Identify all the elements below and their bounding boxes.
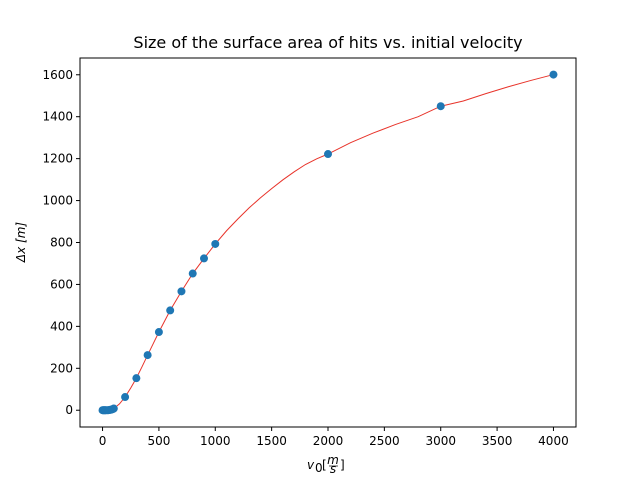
- y-tick-label: 1600: [42, 68, 73, 82]
- y-axis-label: Δx [m]: [14, 222, 28, 263]
- y-tick-label: 1200: [42, 152, 73, 166]
- data-point: [121, 393, 130, 402]
- y-tick-label: 0: [65, 403, 73, 417]
- x-tick-label: 500: [147, 434, 170, 448]
- x-axis-ticks: 0 500 1000 1500 2000 2500 3000 3500 4000: [99, 427, 569, 448]
- x-tick-label: 2000: [313, 434, 344, 448]
- y-tick-label: 1400: [42, 110, 73, 124]
- data-point: [188, 269, 197, 278]
- data-point: [436, 102, 445, 111]
- data-point: [143, 351, 152, 360]
- x-axis-label-subscript: 0: [315, 461, 323, 475]
- x-tick-label: 1000: [200, 434, 231, 448]
- data-point: [200, 254, 208, 263]
- x-axis-label-symbol: v: [307, 458, 315, 472]
- data-point: [109, 404, 118, 413]
- x-axis-label-unit-denominator: s: [330, 462, 336, 476]
- data-point: [324, 150, 332, 159]
- y-tick-label: 200: [50, 361, 73, 375]
- y-tick-label: 800: [50, 236, 73, 250]
- x-tick-label: 3000: [425, 434, 456, 448]
- x-tick-label: 3500: [482, 434, 513, 448]
- data-point: [177, 287, 186, 296]
- x-axis-label-close-bracket: ]: [340, 458, 345, 472]
- x-axis-label-open-bracket: [: [322, 458, 327, 472]
- axes-frame: [79, 57, 577, 428]
- y-axis-ticks: 0 200 400 600 800 1000 1200 1400 1600: [42, 68, 80, 417]
- y-tick-label: 400: [50, 319, 73, 333]
- data-point: [211, 239, 220, 248]
- x-axis-label: v 0 [ m s ]: [307, 453, 345, 476]
- y-tick-label: 1000: [42, 194, 73, 208]
- chart-title: Size of the surface area of hits vs. ini…: [133, 33, 522, 52]
- data-points-group: [98, 70, 558, 415]
- x-tick-label: 4000: [538, 434, 569, 448]
- x-axis-label-unit-numerator: m: [327, 453, 339, 467]
- x-tick-label: 0: [99, 434, 107, 448]
- x-tick-label: 2500: [369, 434, 400, 448]
- y-tick-label: 600: [50, 277, 73, 291]
- x-tick-label: 1500: [256, 434, 287, 448]
- data-point: [154, 328, 163, 337]
- data-point: [132, 374, 141, 383]
- data-point: [166, 306, 175, 315]
- data-point: [549, 70, 558, 79]
